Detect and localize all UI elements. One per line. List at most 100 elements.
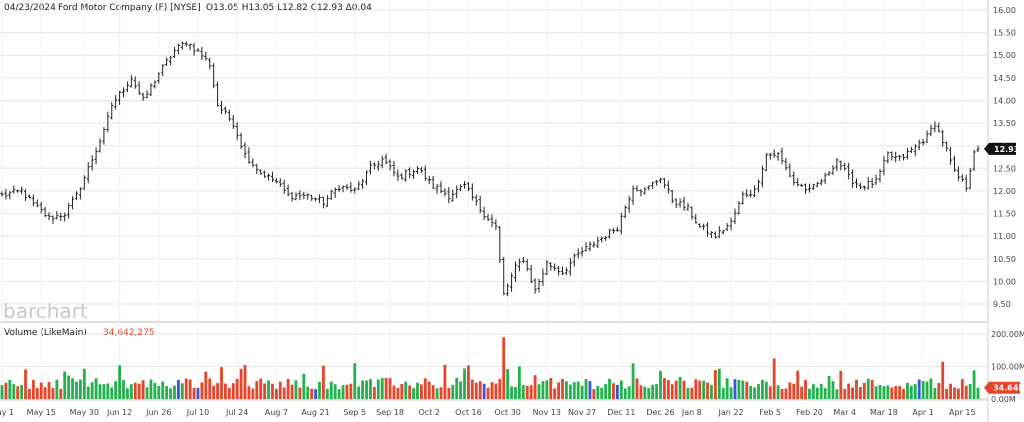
volume-bar: [110, 387, 114, 399]
volume-bar: [713, 369, 717, 399]
volume-bar: [608, 378, 611, 399]
volume-bar: [204, 371, 208, 399]
volume-bar: [12, 384, 16, 399]
volume-bar: [717, 368, 721, 399]
volume-bar: [729, 387, 733, 399]
volume-bar: [467, 365, 470, 399]
volume-bar: [482, 383, 486, 399]
time-tick-label: Sep 5: [343, 408, 366, 417]
volume-bar: [572, 382, 576, 399]
volume-bar: [612, 383, 615, 399]
volume-bar: [196, 387, 200, 399]
volume-bar: [627, 386, 631, 399]
time-tick-label: Mar 18: [870, 408, 898, 417]
time-tick-label: Jul 10: [186, 408, 209, 417]
volume-bar: [525, 385, 529, 399]
volume-bar: [772, 358, 776, 399]
volume-bar: [941, 361, 945, 399]
volume-bar: [862, 382, 866, 399]
price-tick-label: 12.50: [993, 164, 1016, 173]
volume-bar: [721, 387, 725, 399]
volume-bar: [216, 383, 219, 399]
volume-bar: [427, 381, 431, 399]
volume-bar: [133, 382, 137, 399]
volume-bar: [145, 387, 149, 399]
volume-bar: [463, 368, 466, 399]
volume-bar: [882, 386, 886, 399]
volume-bar: [220, 367, 223, 399]
volume-bar: [576, 381, 580, 399]
header-date: 04/23/2024: [4, 3, 56, 13]
volume-bar: [286, 378, 290, 399]
volume-bar: [400, 384, 404, 399]
time-tick-label: Jul 24: [225, 408, 248, 417]
price-tick-label: 9.50: [993, 300, 1011, 309]
volume-bar: [98, 384, 102, 399]
volume-tick-label: 0.00M: [991, 395, 1016, 404]
volume-bar: [451, 384, 455, 399]
volume-bar: [306, 386, 310, 399]
volume-bar: [447, 387, 451, 399]
volume-bar: [565, 381, 568, 399]
volume-bar: [886, 385, 890, 399]
time-tick-label: Jan 8: [681, 408, 702, 417]
volume-bar: [651, 384, 655, 399]
volume-bar: [212, 385, 216, 399]
volume-bar: [114, 381, 118, 399]
volume-bar: [784, 388, 788, 399]
volume-bar: [596, 385, 600, 399]
volume-bar: [733, 379, 737, 399]
volume-bar: [757, 383, 760, 399]
volume-bar: [345, 384, 349, 399]
volume-bar: [192, 387, 196, 399]
volume-bar: [894, 386, 898, 399]
volume-bar: [165, 386, 169, 399]
volume-bar: [302, 373, 306, 399]
time-tick-label: Jun 12: [106, 408, 132, 417]
time-tick-label: Aug 21: [301, 408, 329, 417]
volume-bar: [180, 383, 184, 399]
volume-bar: [588, 381, 592, 399]
volume-bar: [580, 385, 584, 399]
volume-bar: [161, 381, 165, 399]
volume-bar: [678, 376, 682, 399]
volume-bar: [435, 388, 439, 399]
volume-bar: [584, 379, 588, 399]
volume-bar: [702, 380, 706, 399]
volume-bar: [20, 385, 24, 399]
time-tick-label: Aug 7: [265, 408, 288, 417]
volume-bar: [290, 384, 294, 399]
volume-bar: [870, 379, 874, 399]
volume-bar: [71, 378, 74, 399]
volume-bar: [325, 388, 329, 399]
volume-bar: [200, 382, 204, 399]
volume-bar: [365, 380, 368, 399]
volume-bar: [768, 386, 772, 399]
volume-bar: [761, 379, 764, 399]
volume-bar: [568, 384, 572, 399]
volume-bar: [561, 378, 564, 399]
volume-bar: [243, 364, 247, 399]
time-tick-label: May 15: [27, 408, 56, 417]
volume-bar: [666, 380, 670, 399]
time-tick-label: Dec 11: [607, 408, 635, 417]
volume-bar: [470, 379, 474, 399]
volume-bar: [619, 380, 623, 399]
price-tick-label: 11.00: [993, 232, 1016, 241]
volume-bar: [843, 388, 847, 399]
volume-bar: [670, 384, 674, 399]
time-tick-label: Apr 1: [912, 408, 933, 417]
volume-bar: [439, 387, 443, 399]
volume-bar: [623, 388, 627, 399]
volume-bar: [537, 384, 541, 399]
volume-bar: [906, 382, 909, 399]
volume-bar: [63, 371, 67, 399]
volume-bar: [333, 384, 337, 399]
volume-bar: [674, 380, 678, 399]
volume-bar: [231, 383, 235, 399]
volume-bar: [835, 389, 839, 399]
volume-bar: [490, 382, 494, 399]
volume-bar: [498, 378, 502, 399]
volume-bar: [408, 385, 412, 399]
